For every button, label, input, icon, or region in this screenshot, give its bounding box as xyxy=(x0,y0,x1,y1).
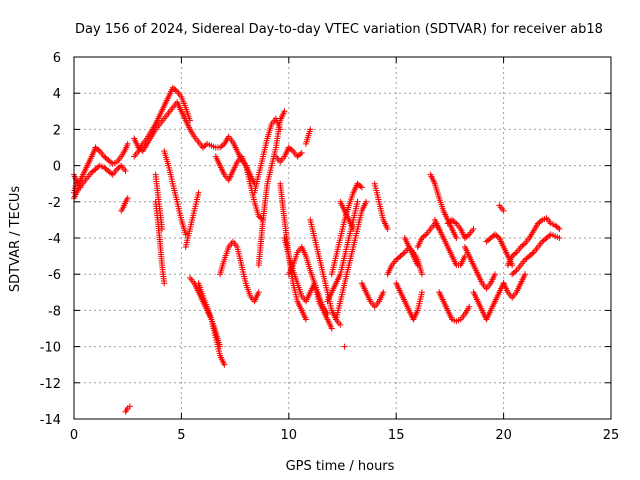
data-point xyxy=(77,184,84,191)
x-tick-label: 15 xyxy=(388,428,405,443)
data-point xyxy=(337,321,344,328)
data-point xyxy=(298,149,305,156)
data-point xyxy=(354,198,361,205)
data-point xyxy=(138,146,145,153)
y-tick-label: -8 xyxy=(48,304,61,319)
data-point xyxy=(302,316,309,323)
y-tick-label: -14 xyxy=(40,413,61,428)
data-point xyxy=(108,170,115,177)
data-point xyxy=(124,195,131,202)
data-point xyxy=(492,271,499,278)
y-tick-label: 4 xyxy=(53,87,61,102)
data-point xyxy=(358,184,365,191)
data-point xyxy=(520,241,527,248)
data-point xyxy=(281,108,288,115)
data-point xyxy=(470,225,477,232)
y-tick-label: -6 xyxy=(48,268,61,283)
data-point xyxy=(556,235,563,241)
y-axis-label: SDTVAR / TECUs xyxy=(8,186,23,293)
data-point xyxy=(418,289,425,296)
data-point xyxy=(124,140,131,147)
data-point xyxy=(363,198,370,205)
data-point xyxy=(297,151,304,158)
y-tick-label: -10 xyxy=(40,341,61,356)
data-point xyxy=(500,207,507,214)
data-point xyxy=(126,403,133,410)
data-point xyxy=(255,289,262,296)
x-tick-label: 5 xyxy=(177,428,185,443)
data-point xyxy=(122,168,129,175)
data-point xyxy=(555,224,562,231)
data-point xyxy=(466,303,473,310)
data-points xyxy=(71,84,563,415)
data-point xyxy=(328,325,335,332)
plot-frame xyxy=(73,56,612,420)
data-point xyxy=(451,219,458,226)
x-axis-label: GPS time / hours xyxy=(286,459,395,474)
y-tick-label: -2 xyxy=(48,196,61,211)
data-point xyxy=(512,268,519,275)
x-tick-label: 10 xyxy=(281,428,298,443)
data-point xyxy=(159,225,166,232)
y-tick-label: 0 xyxy=(53,160,61,175)
y-tick-label: -12 xyxy=(40,377,61,392)
y-tick-label: -4 xyxy=(48,232,61,247)
data-point xyxy=(161,280,168,287)
x-tick-label: 20 xyxy=(495,428,512,443)
data-point xyxy=(414,262,421,269)
data-point xyxy=(418,271,425,278)
data-point xyxy=(494,233,501,240)
chart-title: Day 156 of 2024, Sidereal Day-to-day VTE… xyxy=(75,22,603,37)
data-point xyxy=(464,232,471,239)
grid xyxy=(74,57,611,419)
x-tick-label: 0 xyxy=(70,428,78,443)
data-point xyxy=(219,142,226,149)
data-point xyxy=(357,183,364,190)
x-tick-label: 25 xyxy=(603,428,620,443)
data-point xyxy=(288,146,295,153)
data-point xyxy=(453,235,460,241)
data-point xyxy=(182,231,189,238)
data-point xyxy=(195,189,202,196)
data-point xyxy=(421,232,428,239)
data-point xyxy=(307,126,314,133)
data-point xyxy=(221,361,228,368)
data-point xyxy=(172,87,179,94)
data-point xyxy=(529,250,536,257)
data-point xyxy=(512,250,519,257)
data-point xyxy=(95,146,102,153)
data-point xyxy=(537,218,544,225)
data-point xyxy=(324,311,331,318)
y-tick-label: 6 xyxy=(53,51,61,66)
data-point xyxy=(522,271,529,278)
data-point xyxy=(341,343,348,350)
data-point xyxy=(380,289,387,296)
data-point xyxy=(556,225,563,232)
data-point xyxy=(400,250,407,257)
data-point xyxy=(350,225,357,232)
y-tick-label: 2 xyxy=(53,123,61,138)
ticks: 0 5 10 15 20 25 -14 -12 -10 -8 -6 -4 -2 0 2 4 6 xyxy=(40,51,620,443)
data-point xyxy=(116,163,123,170)
data-point xyxy=(384,225,391,232)
